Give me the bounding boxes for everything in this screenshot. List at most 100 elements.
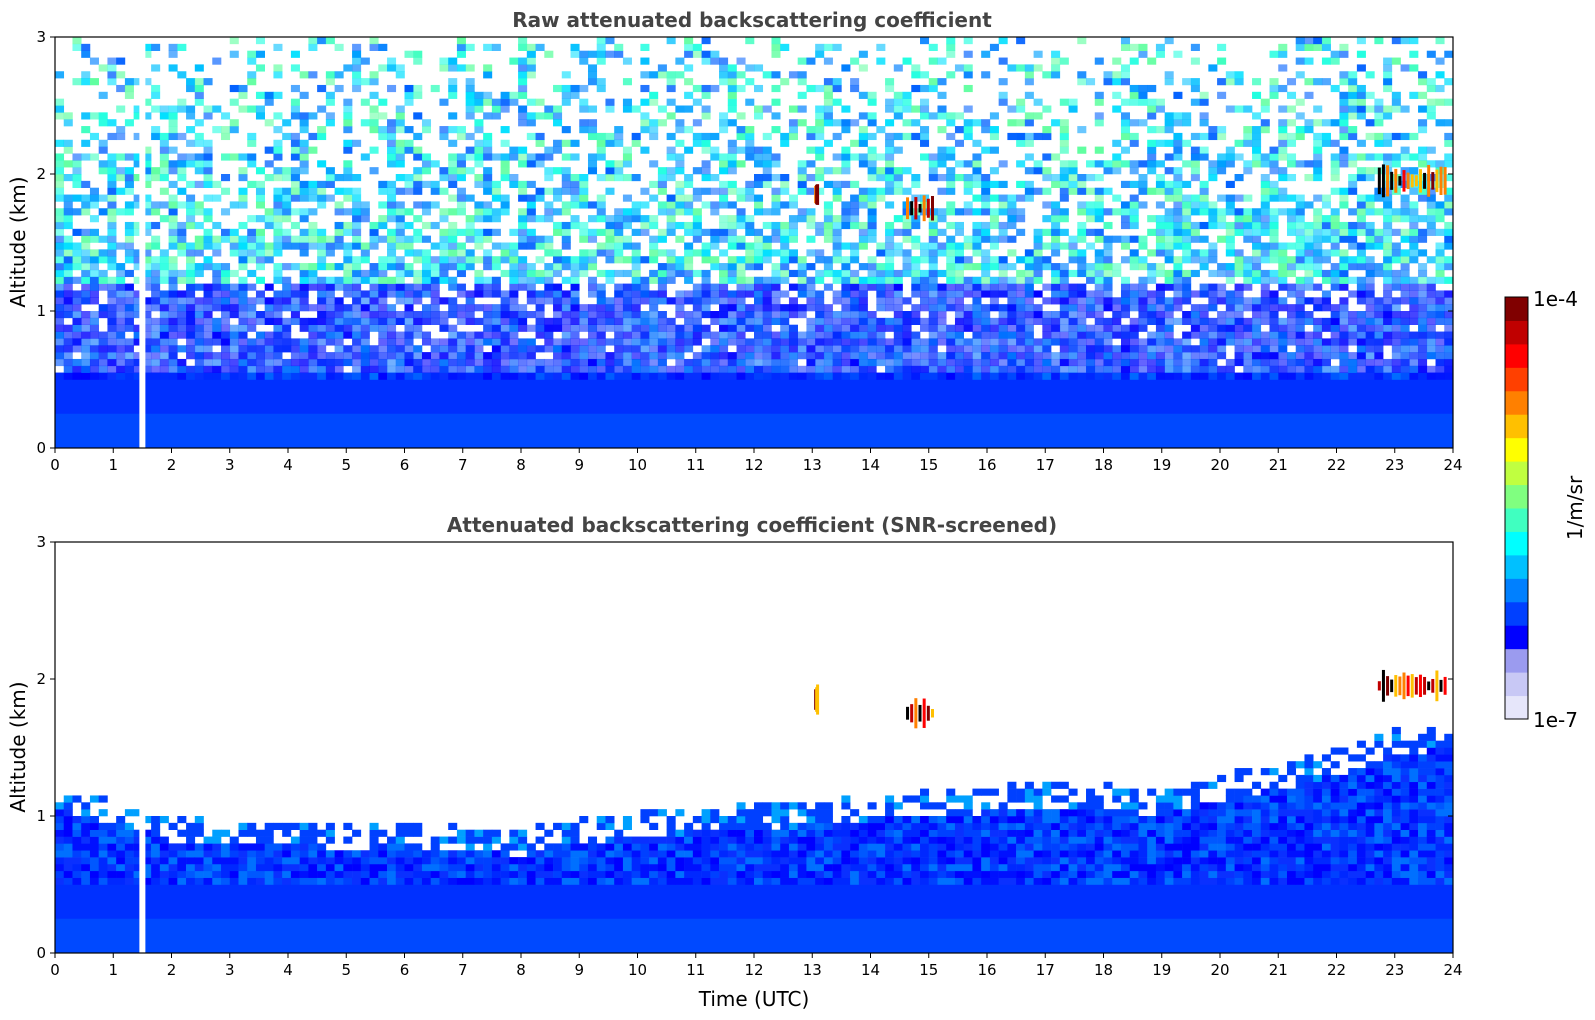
heatmap-cell xyxy=(483,263,493,271)
heatmap-cell xyxy=(596,201,606,209)
heatmap-cell xyxy=(229,249,239,257)
heatmap-cell xyxy=(762,283,772,291)
heatmap-cell xyxy=(483,372,493,380)
heatmap-cell xyxy=(867,208,877,216)
heatmap-cell xyxy=(832,98,842,106)
heatmap-cell xyxy=(1103,372,1113,380)
heatmap-cell xyxy=(107,338,117,346)
heatmap-cell xyxy=(727,167,737,175)
heatmap-cell xyxy=(55,358,65,367)
heatmap-cell xyxy=(395,352,405,360)
heatmap-cell xyxy=(212,331,222,339)
heatmap-cell xyxy=(762,160,772,168)
heatmap-cell xyxy=(1182,372,1192,380)
heatmap-cell xyxy=(1016,331,1026,339)
heatmap-cell xyxy=(1225,331,1235,339)
heatmap-cell xyxy=(439,263,449,271)
heatmap-cell xyxy=(1225,338,1235,346)
heatmap-cell xyxy=(657,64,667,72)
heatmap-cell xyxy=(308,194,318,202)
heatmap-cell xyxy=(1269,146,1279,154)
heatmap-cell xyxy=(395,153,405,161)
heatmap-cell xyxy=(841,256,851,264)
heatmap-cell xyxy=(614,331,624,339)
heatmap-cell xyxy=(1138,91,1148,99)
heatmap-cell xyxy=(526,242,536,250)
heatmap-cell xyxy=(544,242,554,250)
heatmap-cell xyxy=(1173,201,1183,209)
heatmap-cell xyxy=(570,365,580,373)
heatmap-cell xyxy=(404,242,414,250)
heatmap-cell xyxy=(474,352,484,360)
heatmap-cell xyxy=(89,263,99,271)
heatmap-cell xyxy=(1112,105,1122,113)
heatmap-cell xyxy=(806,372,816,380)
heatmap-cell xyxy=(815,50,825,58)
heatmap-cell xyxy=(684,146,694,154)
heatmap-cell xyxy=(1234,249,1244,257)
heatmap-cell xyxy=(823,208,833,216)
heatmap-cell xyxy=(535,345,545,353)
heatmap-cell xyxy=(325,297,335,305)
heatmap-cell xyxy=(701,50,711,58)
heatmap-cell xyxy=(841,324,851,332)
heatmap-cell xyxy=(797,338,807,346)
heatmap-cell xyxy=(290,372,300,380)
heatmap-cell xyxy=(1129,98,1139,106)
heatmap-cell xyxy=(788,256,798,264)
heatmap-cell xyxy=(954,263,964,271)
heatmap-cell xyxy=(972,290,982,298)
heatmap-cell xyxy=(684,372,694,380)
heatmap-cell xyxy=(159,105,169,113)
heatmap-cell xyxy=(771,153,781,161)
heatmap-cell xyxy=(535,194,545,202)
heatmap-cell xyxy=(1016,283,1026,291)
heatmap-cell xyxy=(1051,235,1061,243)
heatmap-cell xyxy=(614,365,624,373)
heatmap-cell xyxy=(806,331,816,339)
heatmap-cell xyxy=(491,187,501,195)
heatmap-cell xyxy=(212,269,222,278)
heatmap-cell xyxy=(771,352,781,360)
heatmap-cell xyxy=(920,372,930,380)
heatmap-cell xyxy=(928,160,938,168)
heatmap-cell xyxy=(1120,160,1131,168)
heatmap-cell xyxy=(317,201,327,209)
heatmap-cell xyxy=(229,365,239,373)
heatmap-cell xyxy=(719,304,729,312)
heatmap-cell xyxy=(1252,352,1262,360)
heatmap-cell xyxy=(387,249,397,257)
heatmap-cell xyxy=(561,228,571,236)
heatmap-cell xyxy=(509,256,519,264)
heatmap-cell xyxy=(212,352,222,360)
heatmap-cell xyxy=(1173,91,1183,99)
heatmap-cell xyxy=(526,290,536,298)
heatmap-cell xyxy=(954,365,964,373)
heatmap-cell xyxy=(360,358,370,367)
heatmap-cell xyxy=(701,249,711,257)
heatmap-cell xyxy=(456,174,466,182)
heatmap-cell xyxy=(876,174,886,182)
heatmap-cell xyxy=(168,132,178,141)
heatmap-cell xyxy=(221,290,231,298)
heatmap-cell xyxy=(579,372,589,380)
heatmap-cell xyxy=(1086,352,1096,360)
heatmap-cell xyxy=(972,365,982,373)
heatmap-cell xyxy=(640,317,650,325)
heatmap-cell xyxy=(867,283,877,291)
heatmap-cell xyxy=(1400,194,1410,202)
heatmap-cell xyxy=(1024,119,1034,127)
heatmap-cell xyxy=(876,283,886,291)
heatmap-cell xyxy=(317,324,327,332)
heatmap-cell xyxy=(229,324,239,332)
heatmap-cell xyxy=(902,119,912,127)
heatmap-cell xyxy=(395,235,405,243)
heatmap-cell xyxy=(850,208,860,216)
heatmap-cell xyxy=(308,71,318,79)
heatmap-cell xyxy=(1033,249,1043,257)
heatmap-cell xyxy=(168,221,178,230)
heatmap-cell xyxy=(413,345,423,353)
heatmap-cell xyxy=(535,290,545,298)
heatmap-cell xyxy=(1304,242,1314,250)
heatmap-cell xyxy=(622,331,632,339)
